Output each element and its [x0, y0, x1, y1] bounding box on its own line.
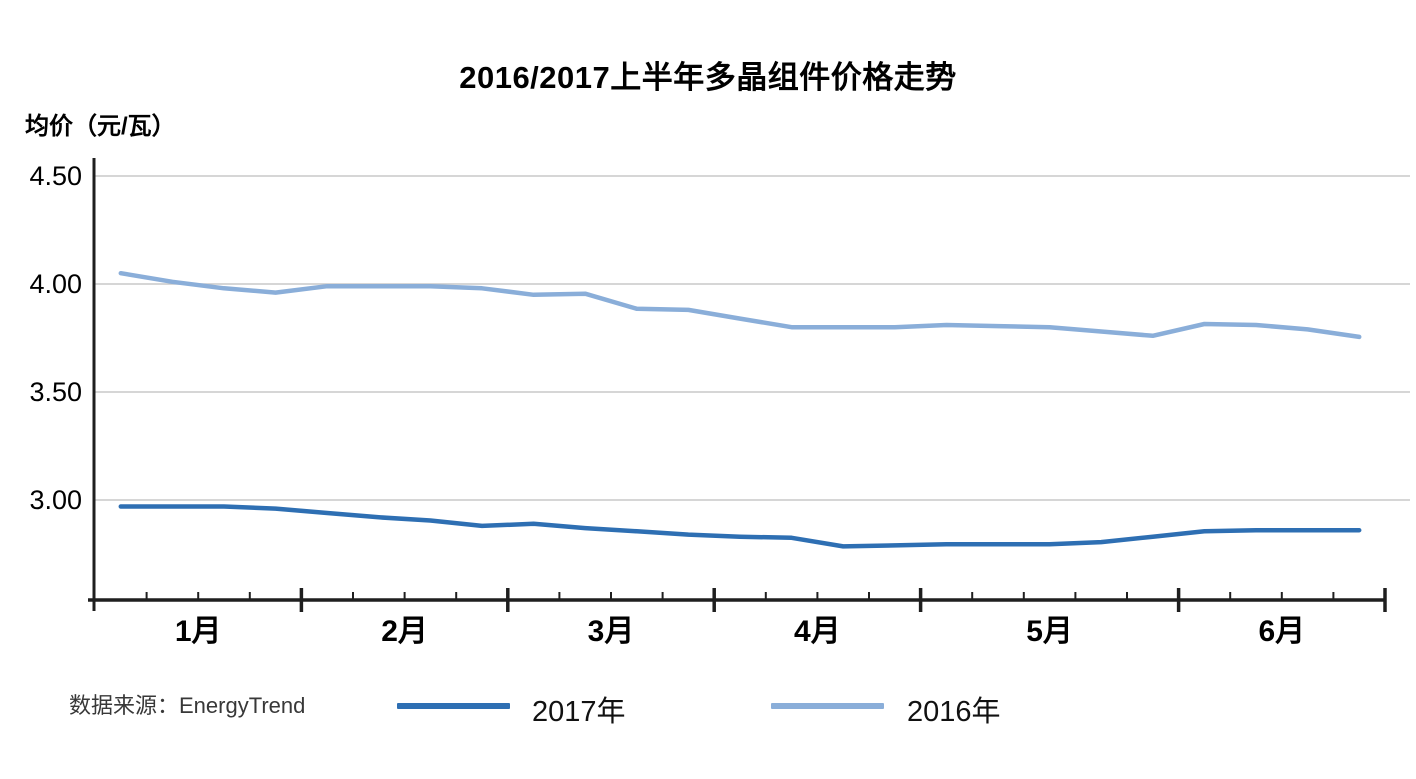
x-month-label: 2月	[381, 615, 428, 648]
y-tick-label: 4.00	[29, 269, 82, 299]
chart-title: 2016/2017上半年多晶组件价格走势	[459, 60, 957, 95]
x-month-label: 3月	[588, 615, 635, 648]
y-tick-label: 4.50	[29, 161, 82, 191]
legend-swatch-2016	[771, 703, 884, 709]
x-month-label: 4月	[794, 615, 841, 648]
y-axis-title: 均价（元/瓦）	[25, 113, 176, 140]
legend-label-2016: 2016年	[907, 696, 1001, 728]
y-tick-label: 3.00	[29, 485, 82, 515]
legend-swatch-2017	[397, 703, 510, 709]
series-line-2017年	[118, 504, 1362, 549]
x-month-label: 6月	[1258, 615, 1305, 648]
series-line-2016年	[118, 270, 1362, 340]
y-tick-label: 3.50	[29, 377, 82, 407]
data-source-note: 数据来源：EnergyTrend	[69, 693, 306, 718]
legend-label-2017: 2017年	[532, 696, 626, 728]
x-month-label: 1月	[175, 615, 222, 648]
x-month-label: 5月	[1026, 615, 1073, 648]
